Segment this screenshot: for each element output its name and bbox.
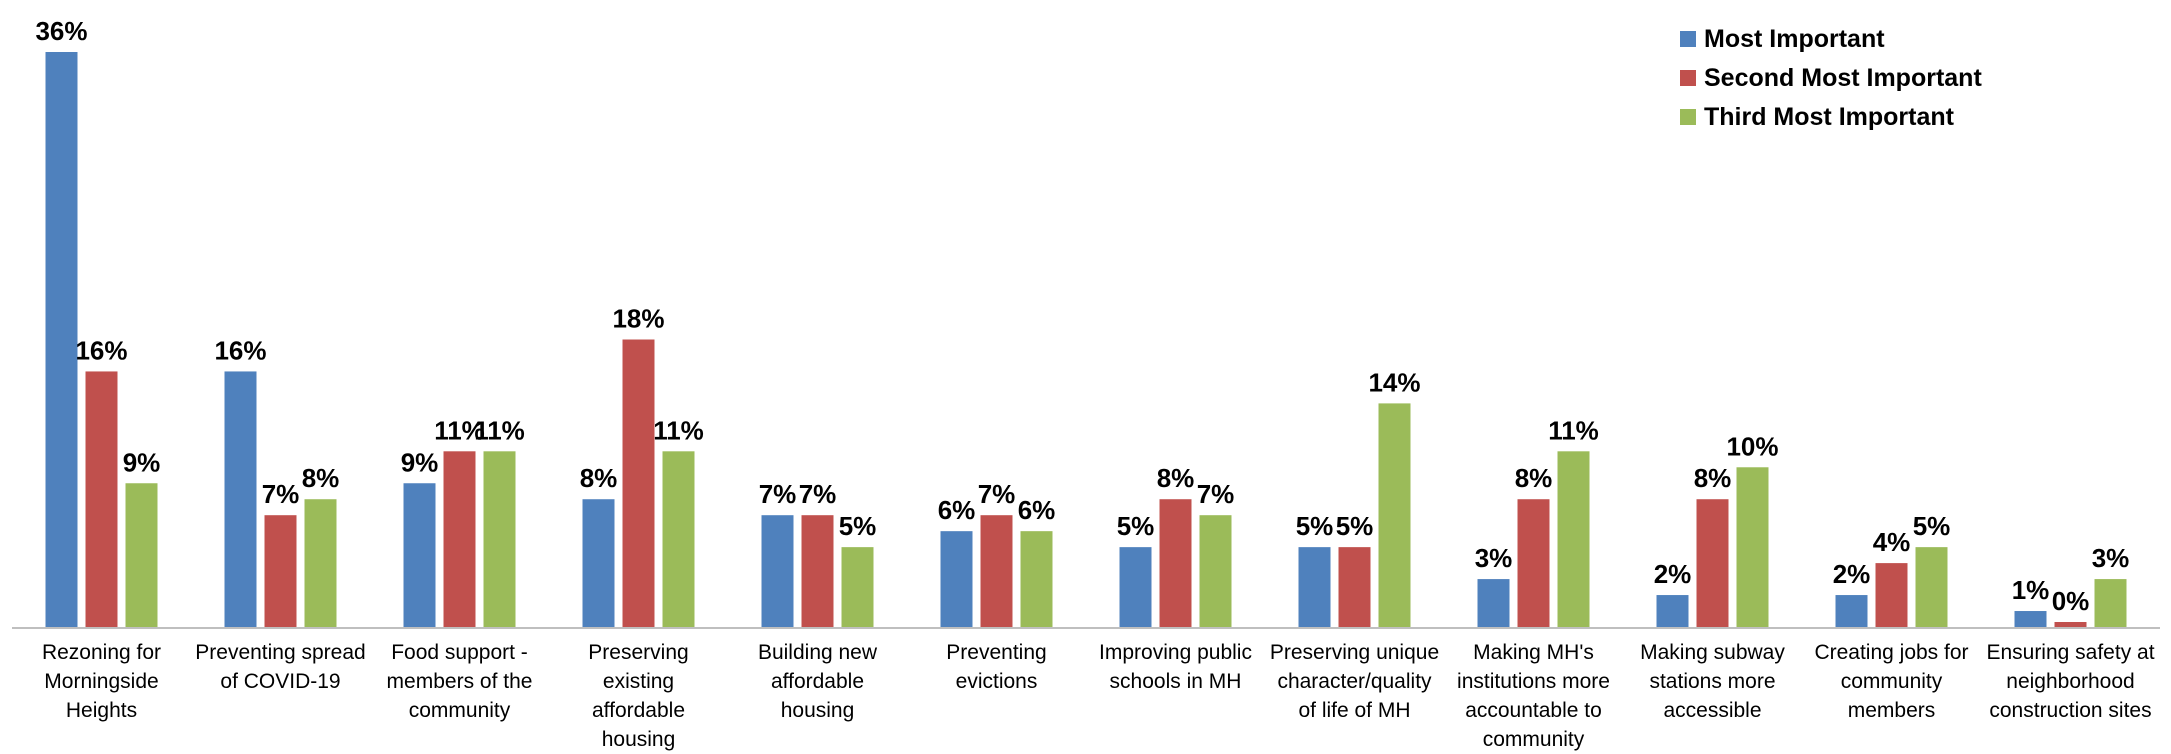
bar-9-series-2 bbox=[1517, 499, 1550, 627]
bar-3-series-3 bbox=[483, 451, 516, 627]
bar-4-series-2 bbox=[622, 339, 655, 627]
data-label-7-series-1: 5% bbox=[1117, 511, 1155, 541]
bar-12-series-2 bbox=[2054, 622, 2087, 627]
category-label-9: Making MH's institutions more accountable … bbox=[1457, 641, 1610, 751]
legend-swatch-1 bbox=[1680, 31, 1696, 47]
data-label-3-series-3: 11% bbox=[474, 415, 525, 445]
data-label-4-series-1: 8% bbox=[580, 463, 618, 493]
bars-group bbox=[45, 52, 2127, 627]
bar-2-series-2 bbox=[264, 515, 297, 627]
data-label-2-series-1: 16% bbox=[214, 335, 266, 365]
bar-5-series-1 bbox=[761, 515, 794, 627]
legend-label-2: Second Most Important bbox=[1704, 64, 1982, 92]
data-label-2-series-2: 7% bbox=[262, 479, 300, 509]
category-label-7: Improving public schools in MH bbox=[1099, 641, 1252, 693]
data-label-8-series-1: 5% bbox=[1296, 511, 1334, 541]
data-label-1-series-1: 36% bbox=[35, 16, 87, 46]
bar-9-series-3 bbox=[1557, 451, 1590, 627]
legend-label-1: Most Important bbox=[1704, 25, 1885, 53]
data-label-4-series-2: 18% bbox=[612, 304, 664, 334]
legend-swatch-3 bbox=[1680, 109, 1696, 125]
data-label-7-series-3: 7% bbox=[1197, 479, 1235, 509]
data-label-12-series-3: 3% bbox=[2092, 543, 2130, 573]
bar-5-series-3 bbox=[841, 547, 874, 627]
bar-4-series-1 bbox=[582, 499, 615, 627]
data-label-11-series-1: 2% bbox=[1833, 559, 1871, 589]
bar-2-series-1 bbox=[224, 371, 257, 627]
bar-11-series-2 bbox=[1875, 563, 1908, 627]
data-label-3-series-1: 9% bbox=[401, 447, 439, 477]
value-labels-group: 36%16%9%16%7%8%9%11%11%8%18%11%7% 7%5%6%7… bbox=[35, 16, 2129, 616]
data-label-2-series-3: 8% bbox=[302, 463, 340, 493]
category-label-12: Ensuring safety at neighborhood constructi… bbox=[1986, 641, 2154, 722]
bar-3-series-1 bbox=[403, 483, 436, 627]
bar-11-series-1 bbox=[1835, 595, 1868, 627]
category-label-4: Preserving existing affordable housing bbox=[588, 641, 688, 751]
category-label-10: Making subway stations more accessible bbox=[1640, 641, 1785, 722]
category-label-6: Preventing evictions bbox=[946, 641, 1046, 693]
bar-10-series-2 bbox=[1696, 499, 1729, 627]
bar-8-series-2 bbox=[1338, 547, 1371, 627]
data-label-6-series-3: 6% bbox=[1018, 495, 1056, 525]
bar-1-series-3 bbox=[125, 483, 158, 627]
data-label-11-series-3: 5% bbox=[1913, 511, 1951, 541]
data-label-10-series-1: 2% bbox=[1654, 559, 1692, 589]
legend-swatch-2 bbox=[1680, 70, 1696, 86]
bar-12-series-1 bbox=[2014, 611, 2047, 627]
data-label-7-series-2: 8% bbox=[1157, 463, 1195, 493]
data-label-6-series-2: 7% bbox=[978, 479, 1016, 509]
category-label-11: Creating jobs for community members bbox=[1814, 641, 1968, 722]
bar-1-series-1 bbox=[45, 52, 78, 627]
data-label-9-series-3: 11% bbox=[1548, 415, 1599, 445]
data-label-4-series-3: 11% bbox=[653, 415, 704, 445]
data-label-8-series-3: 14% bbox=[1368, 367, 1420, 397]
category-label-1: Rezoning for Morningside Heights bbox=[42, 641, 161, 722]
data-label-3-series-2: 11% bbox=[434, 415, 485, 445]
bar-9-series-1 bbox=[1477, 579, 1510, 627]
data-label-5-series-1: 7% bbox=[759, 479, 797, 509]
bar-6-series-3 bbox=[1020, 531, 1053, 627]
category-labels-group: Rezoning for Morningside Heights Preventing… bbox=[42, 641, 2155, 751]
data-label-8-series-2: 5% bbox=[1336, 511, 1374, 541]
data-label-1-series-3: 9% bbox=[123, 447, 161, 477]
legend: Most Important Second Most Important Third… bbox=[1680, 25, 1982, 131]
bar-11-series-3 bbox=[1915, 547, 1948, 627]
bar-6-series-2 bbox=[980, 515, 1013, 627]
bar-8-series-1 bbox=[1298, 547, 1331, 627]
legend-label-3: Third Most Important bbox=[1704, 103, 1955, 131]
data-label-12-series-2: 0% bbox=[2052, 586, 2090, 616]
data-label-6-series-1: 6% bbox=[938, 495, 976, 525]
bar-7-series-3 bbox=[1199, 515, 1232, 627]
data-label-11-series-2: 4% bbox=[1873, 527, 1911, 557]
bar-10-series-3 bbox=[1736, 467, 1769, 627]
bar-7-series-2 bbox=[1159, 499, 1192, 627]
data-label-9-series-1: 3% bbox=[1475, 543, 1513, 573]
data-label-5-series-3: 5% bbox=[839, 511, 877, 541]
data-label-10-series-3: 10% bbox=[1726, 431, 1778, 461]
category-label-2: Preventing spread of COVID-19 bbox=[195, 641, 365, 693]
bar-2-series-3 bbox=[304, 499, 337, 627]
bar-4-series-3 bbox=[662, 451, 695, 627]
data-label-10-series-2: 8% bbox=[1694, 463, 1732, 493]
data-label-12-series-1: 1% bbox=[2012, 575, 2050, 605]
data-label-1-series-2: 16% bbox=[75, 335, 127, 365]
bar-10-series-1 bbox=[1656, 595, 1689, 627]
category-label-5: Building new affordable housing bbox=[758, 641, 878, 722]
bar-12-series-3 bbox=[2094, 579, 2127, 627]
data-label-9-series-2: 8% bbox=[1515, 463, 1553, 493]
bar-1-series-2 bbox=[85, 371, 118, 627]
bar-8-series-3 bbox=[1378, 403, 1411, 627]
bar-3-series-2 bbox=[443, 451, 476, 627]
data-label-5-series-2: 7% bbox=[799, 479, 837, 509]
category-label-8: Preserving unique character/quality of lif… bbox=[1270, 641, 1439, 722]
bar-6-series-1 bbox=[940, 531, 973, 627]
bar-7-series-1 bbox=[1119, 547, 1152, 627]
bar-5-series-2 bbox=[801, 515, 834, 627]
category-label-3: Food support -members of the community bbox=[387, 641, 533, 722]
